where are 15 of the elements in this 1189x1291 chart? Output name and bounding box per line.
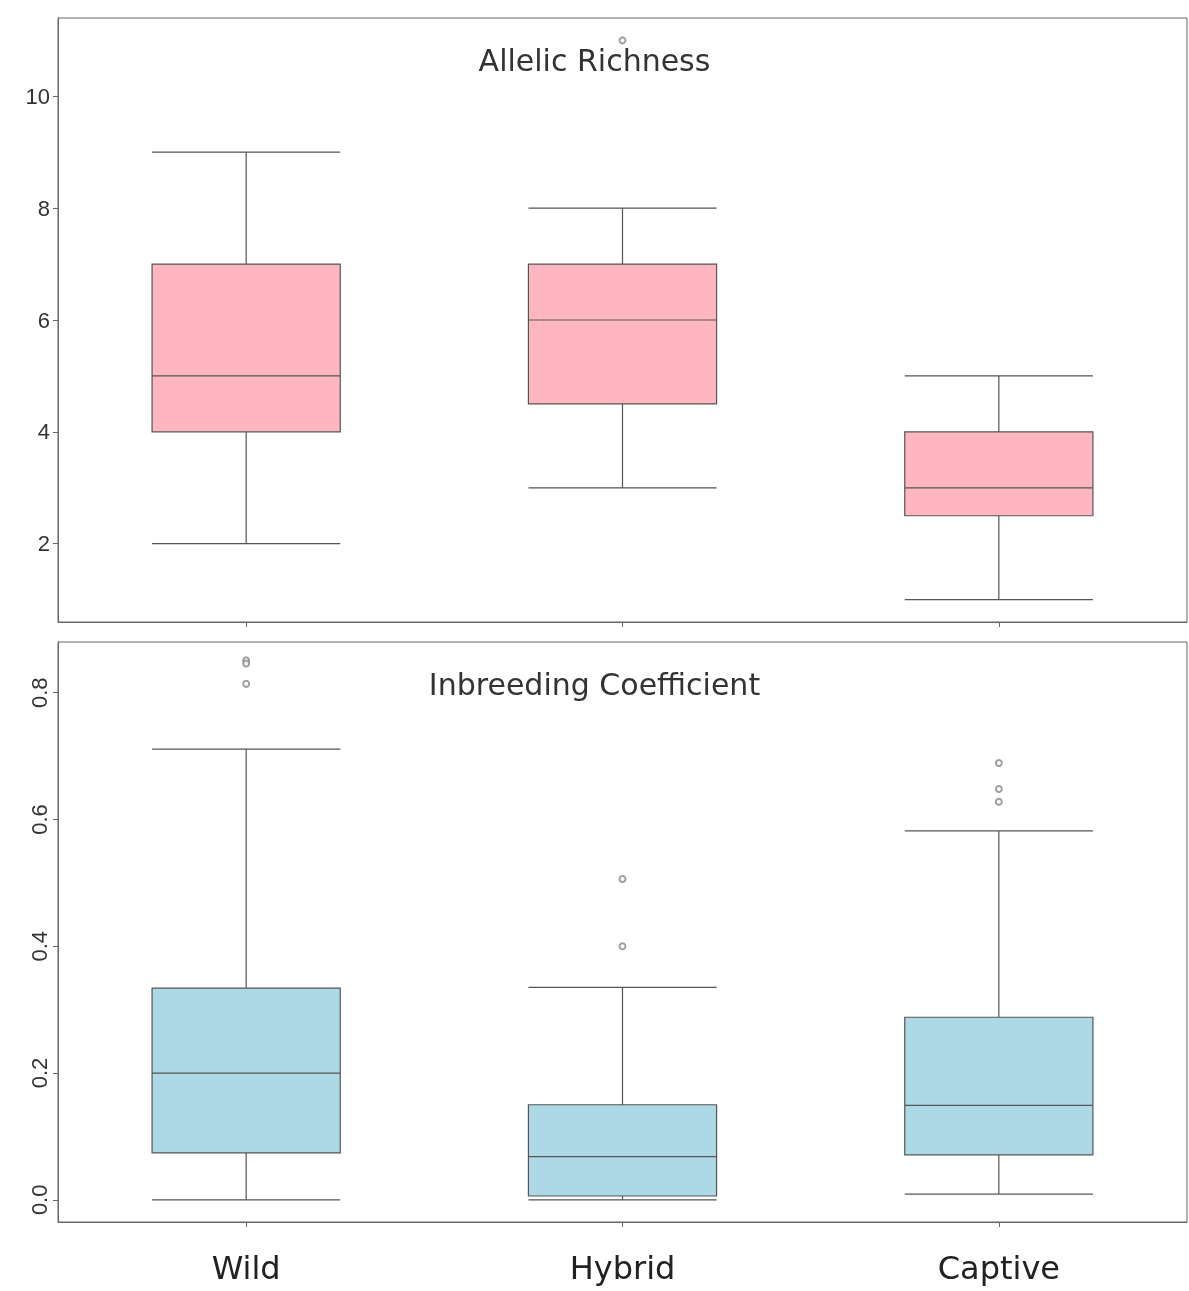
x-tick-label: Wild [211, 1249, 281, 1287]
x-tick-label: Hybrid [569, 1249, 676, 1287]
y-tick-label: 8 [37, 195, 50, 221]
y-tick-label: 2 [37, 531, 50, 557]
y-tick-label: 0.8 [26, 677, 52, 709]
text: Inbreeding Coefficient [428, 666, 761, 702]
y-tick-label: 0.6 [26, 804, 52, 835]
x-tick-label: Captive [937, 1249, 1060, 1287]
y-tick-label: 6 [37, 307, 50, 333]
y-tick-label: 4 [37, 419, 50, 445]
y-tick-label: 0.4 [26, 930, 52, 962]
y-tick-label: 0.2 [26, 1057, 52, 1089]
y-tick-label: 0.0 [26, 1184, 52, 1216]
y-tick-label: 10 [25, 83, 50, 109]
text: Allelic Richness [478, 42, 711, 78]
